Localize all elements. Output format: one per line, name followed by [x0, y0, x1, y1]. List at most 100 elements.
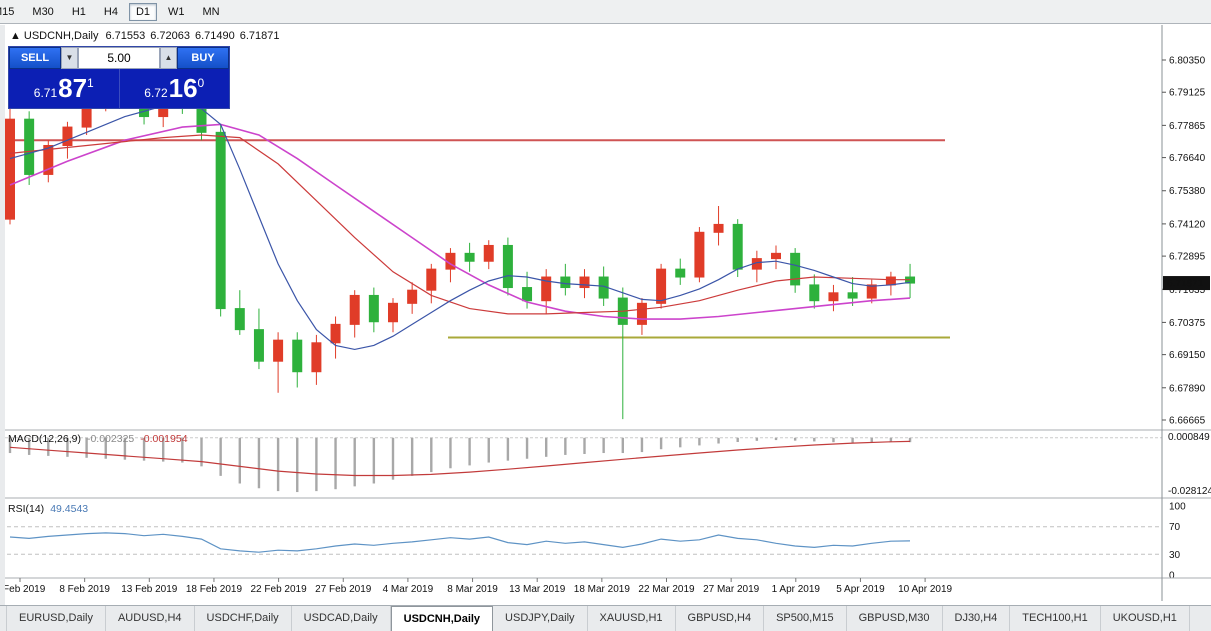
- timeframe-button-mn[interactable]: MN: [196, 3, 227, 21]
- timeframe-button-m15[interactable]: M15: [0, 3, 21, 21]
- buy-price-point: 0: [197, 76, 205, 90]
- macd-axis-bottom-label: -0.028124: [1168, 486, 1211, 497]
- candle: [617, 287, 628, 420]
- chart-symbol: USDCNH,Daily: [24, 30, 99, 42]
- chart-tab-audusd-h4[interactable]: AUDUSD,H4: [106, 606, 195, 631]
- candle: [560, 263, 571, 296]
- chart-tab-usdjpy-daily[interactable]: USDJPY,Daily: [493, 606, 588, 631]
- price-tick-label: 6.71635: [1169, 285, 1206, 296]
- candle: [43, 140, 54, 183]
- price-pane: [0, 69, 950, 420]
- price-tick-label: 6.74120: [1169, 219, 1206, 230]
- candle: [407, 282, 418, 314]
- timeframe-button-h4[interactable]: H4: [97, 3, 125, 21]
- macd-histogram-bar: [162, 437, 165, 462]
- macd-histogram-bar: [698, 437, 701, 446]
- macd-histogram-bar: [793, 437, 797, 441]
- candle: [656, 263, 667, 309]
- date-label: 18 Feb 2019: [186, 584, 243, 595]
- date-label: 4 Mar 2019: [383, 584, 434, 595]
- price-tick-label: 6.72895: [1169, 252, 1206, 263]
- chart-tab-usdcnh-daily[interactable]: USDCNH,Daily: [390, 606, 494, 631]
- macd-histogram-bar: [908, 437, 912, 443]
- trade-controls-row: SELL ▼ 5.00 ▲ BUY: [9, 47, 229, 69]
- buy-price-display[interactable]: 6.72 16 0: [118, 69, 230, 108]
- macd-histogram-bar: [755, 437, 759, 441]
- macd-histogram-bar: [276, 437, 280, 492]
- rsi-pane: 100 70 30 0: [0, 502, 1186, 582]
- candle: [273, 332, 284, 393]
- expand-arrow-icon: ▲: [10, 30, 21, 42]
- macd-histogram-bar: [315, 437, 318, 492]
- candle: [5, 106, 15, 225]
- current-price-badge: [1163, 276, 1210, 291]
- timeframe-button-m30[interactable]: M30: [25, 3, 60, 21]
- chart-tab-usdcad-daily[interactable]: USDCAD,Daily: [292, 606, 391, 631]
- chart-tab-tech100-h1[interactable]: TECH100,H1: [1010, 606, 1101, 631]
- chart-tabs: EURUSD,Daily AUDUSD,H4 USDCHF,Daily USDCAD,…: [6, 606, 1190, 631]
- buy-button[interactable]: BUY: [177, 47, 229, 69]
- candle: [483, 240, 494, 270]
- macd-histogram-bar: [391, 437, 395, 480]
- price-tick-label: 6.66665: [1169, 415, 1206, 426]
- price-tick-label: 6.76640: [1169, 153, 1206, 164]
- date-label: 8 Mar 2019: [447, 584, 498, 595]
- candle: [349, 290, 360, 338]
- macd-histogram-bar: [410, 437, 414, 476]
- candle: [330, 316, 341, 359]
- buy-price-pips: 16: [168, 73, 198, 103]
- ohlc-open: 6.71553: [105, 30, 145, 42]
- current-price-value: 6.71871: [1167, 279, 1204, 290]
- candle: [675, 258, 686, 285]
- candle: [426, 263, 437, 304]
- ma-slow-line: [9, 123, 911, 320]
- chart-tab-gbpusd-m30[interactable]: GBPUSD,M30: [847, 606, 943, 631]
- chevron-up-icon: ▲: [164, 53, 173, 62]
- chart-tab-usdchf-daily[interactable]: USDCHF,Daily: [195, 606, 292, 631]
- date-label: 8 Feb 2019: [59, 584, 110, 595]
- chart-tab-gbpusd-h4[interactable]: GBPUSD,H4: [676, 606, 765, 631]
- macd-histogram-bar: [679, 437, 682, 448]
- sell-price-display[interactable]: 6.71 87 1: [9, 69, 119, 108]
- chart-tab-dj30-h4[interactable]: DJ30,H4: [943, 606, 1011, 631]
- macd-histogram-bar: [506, 437, 510, 461]
- pane-separators[interactable]: [0, 25, 1211, 601]
- candle: [253, 308, 264, 370]
- timeframe-button-w1[interactable]: W1: [161, 3, 192, 21]
- candle: [905, 263, 916, 299]
- candle: [388, 298, 398, 333]
- candle: [368, 287, 379, 333]
- volume-input[interactable]: 5.00: [78, 47, 160, 69]
- candle: [215, 124, 226, 317]
- chart-canvas[interactable]: 100 70 30 0 6.80350 6.79125 6.77865 6.76640 6.7…: [0, 25, 1211, 605]
- buy-price-prefix: 6.72: [144, 86, 168, 100]
- macd-axis-top-label: 0.000849: [1168, 432, 1210, 443]
- bid-ask-row: 6.71 87 1 6.72 16 0: [9, 69, 229, 108]
- volume-dropdown-button[interactable]: ▼: [61, 47, 78, 69]
- volume-spin-up-button[interactable]: ▲: [160, 47, 177, 69]
- macd-histogram-bar: [449, 437, 452, 469]
- macd-histogram-bar: [583, 437, 586, 454]
- chart-tab-eurusd-daily[interactable]: EURUSD,Daily: [6, 606, 106, 631]
- timeframe-button-h1[interactable]: H1: [65, 3, 93, 21]
- macd-histogram-bar: [372, 437, 376, 484]
- rsi-line: [9, 532, 911, 553]
- chart-tab-ukousd-h1[interactable]: UKOUSD,H1: [1101, 606, 1190, 631]
- price-axis[interactable]: 6.80350 6.79125 6.77865 6.76640 6.75380 6.741…: [1162, 56, 1210, 427]
- date-label: 4 Feb 2019: [0, 584, 46, 595]
- sell-button[interactable]: SELL: [9, 47, 61, 69]
- rsi-axis-label: 100: [1169, 502, 1186, 513]
- timeframe-button-d1[interactable]: D1: [128, 2, 157, 21]
- date-label: 13 Mar 2019: [509, 584, 566, 595]
- chart-tab-sp500-m15[interactable]: SP500,M15: [764, 606, 847, 631]
- ohlc-low: 6.71490: [195, 30, 235, 42]
- chart-tab-xauusd-h1[interactable]: XAUUSD,H1: [588, 606, 676, 631]
- candle: [751, 250, 762, 283]
- volume-value: 5.00: [107, 51, 131, 65]
- date-label: 18 Mar 2019: [574, 584, 631, 595]
- macd-pane: [0, 437, 1162, 493]
- macd-indicator-label: MACD(12,26,9) -0.002325 -0.001954: [8, 433, 188, 445]
- macd-histogram-bar: [621, 437, 624, 454]
- time-axis[interactable]: 4 Feb 2019 8 Feb 2019 13 Feb 2019 18 Feb 20…: [0, 578, 953, 595]
- macd-histogram-bar: [47, 437, 50, 456]
